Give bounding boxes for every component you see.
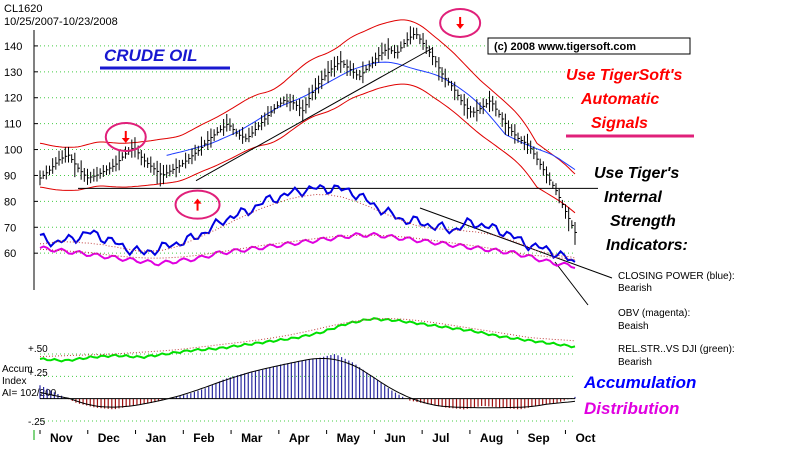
rel-str-line [39, 317, 576, 363]
gridlines [40, 45, 575, 422]
accum-tick-050: +.50 [28, 344, 48, 355]
accum-label-line3: AI= 102/200 [2, 388, 57, 399]
moving-average [166, 61, 576, 171]
month-label: Dec [98, 431, 120, 445]
rel-str-series [39, 317, 576, 363]
upper-band [39, 19, 576, 175]
sell-signal-arrowhead [456, 23, 465, 29]
closing-power-line [39, 183, 576, 263]
closing-power-status: Bearish [618, 283, 652, 294]
internal-strength-line1: Use Tiger's [594, 165, 679, 182]
y-tick-label: 120 [4, 93, 22, 105]
crude-oil-title: CRUDE OIL [104, 46, 198, 65]
trend-lines [78, 48, 613, 306]
closing-power-series [39, 183, 576, 263]
closing-power-label: CLOSING POWER (blue): [618, 271, 735, 282]
accum-tick-minus025: -.25 [28, 417, 46, 428]
chart-date-range: 10/25/2007-10/23/2008 [4, 16, 118, 28]
y-tick-label: 90 [4, 170, 16, 182]
automatic-signals-line3: Signals [591, 115, 648, 132]
accum-tick-025: +.25 [28, 368, 48, 379]
internal-strength-line2: Internal [604, 189, 662, 206]
obv-series [39, 231, 576, 269]
month-label: Sep [528, 431, 550, 445]
internal-strength-line4: Indicators: [606, 237, 688, 254]
month-label: Oct [575, 431, 595, 445]
month-label: May [337, 431, 361, 445]
copyright-box [487, 37, 691, 55]
downtrend-line [419, 207, 613, 279]
accum-label-line1: Accum [2, 364, 33, 375]
obv-line [39, 231, 576, 269]
month-label: Jun [384, 431, 405, 445]
accumulation-label: Accumulation [583, 373, 696, 392]
closing-power-trend [554, 261, 589, 306]
month-labels: Nov Dec Jan Feb Mar Apr May Jun Jul Aug Sep Oct [39, 430, 595, 445]
month-label: Aug [480, 431, 503, 445]
copyright-text: (c) 2008 www.tigersoft.com [494, 41, 636, 53]
rel-str-ma [39, 318, 576, 358]
y-tick-label: 60 [4, 248, 16, 260]
automatic-signals-line2: Automatic [580, 91, 659, 108]
buy-signal-arrowhead [193, 198, 202, 204]
sell-signal-arrowhead [121, 137, 130, 143]
month-label: Feb [193, 431, 214, 445]
month-label: Nov [50, 431, 73, 445]
chart-symbol: CL1620 [4, 3, 43, 15]
y-tick-label: 100 [4, 145, 22, 157]
distribution-label: Distribution [584, 399, 679, 418]
accum-ma [39, 358, 576, 409]
lower-band [39, 83, 576, 214]
y-tick-label: 70 [4, 222, 16, 234]
price-bands [39, 19, 576, 214]
obv-label: OBV (magenta): [618, 308, 690, 319]
rel-str-status: Bearish [618, 357, 652, 368]
price-bars [39, 26, 577, 245]
month-label: Apr [289, 431, 310, 445]
automatic-signals-line1: Use TigerSoft's [566, 67, 683, 84]
obv-status: Beaish [618, 321, 649, 332]
month-label: Jul [432, 431, 449, 445]
month-label: Mar [241, 431, 263, 445]
accum-label-line2: Index [2, 376, 26, 387]
accum-index-bars [39, 354, 576, 410]
obv-ma [39, 234, 576, 261]
signal-markers [104, 7, 482, 220]
y-tick-label: 140 [4, 41, 22, 53]
buy-signal-circle [174, 189, 221, 220]
y-axis-ticks: 140 130 120 110 100 90 80 70 60 [4, 41, 38, 260]
y-tick-label: 80 [4, 196, 16, 208]
y-tick-label: 110 [4, 119, 22, 131]
internal-strength-line3: Strength [610, 213, 676, 230]
rel-str-label: REL.STR..VS DJI (green): [618, 344, 735, 355]
sell-signal-circle [104, 121, 147, 152]
uptrend-line [195, 48, 433, 182]
sell-signal-circle [439, 7, 482, 38]
moving-average-line [166, 61, 576, 171]
closing-power-ma [40, 193, 576, 259]
y-tick-label: 130 [4, 67, 22, 79]
month-label: Jan [146, 431, 167, 445]
